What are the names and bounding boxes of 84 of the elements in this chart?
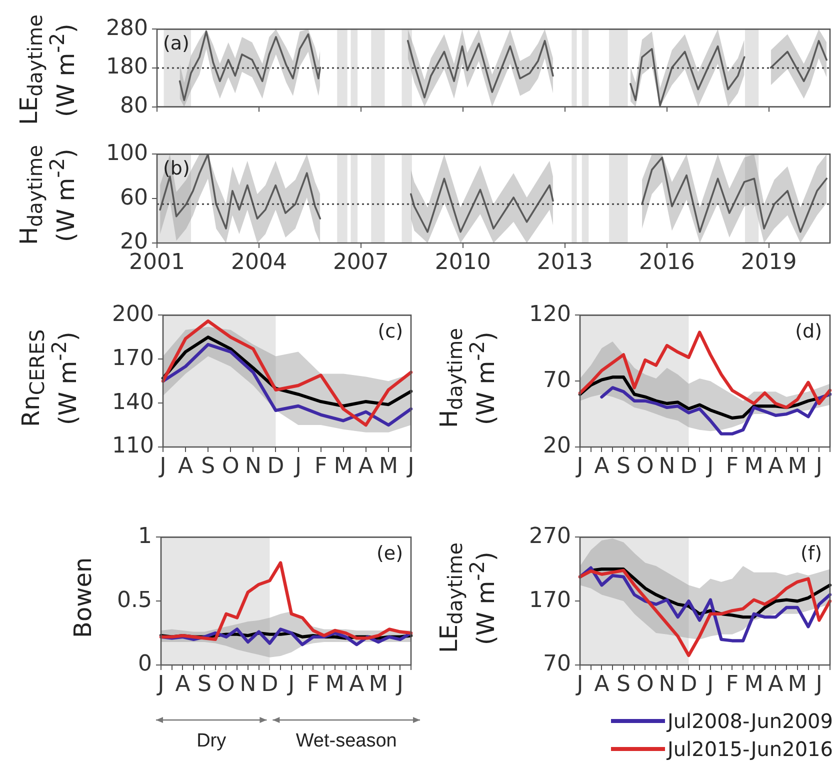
x-tick-label: A <box>768 672 784 697</box>
x-tick-label: A <box>594 672 610 697</box>
x-tick-label: J <box>293 454 302 479</box>
x-tick-label: J <box>705 672 714 697</box>
annotation: (a) <box>163 32 190 55</box>
x-tick-label: 2016 <box>638 250 695 275</box>
x-tick-label: J <box>158 454 166 479</box>
annotation: (d) <box>795 320 822 343</box>
x-tick-label: O <box>218 672 235 697</box>
x-tick-label: 2007 <box>332 250 389 275</box>
y-tick-label: 20 <box>543 434 571 459</box>
y-tick-label: 60 <box>120 185 148 210</box>
text: Wet-season <box>296 730 397 752</box>
x-tick-label: J <box>814 454 822 479</box>
x-tick-label: D <box>680 672 698 697</box>
x-tick-label: S <box>616 672 630 697</box>
x-tick-label: O <box>222 454 240 479</box>
x-tick-label: J <box>394 672 404 697</box>
y-tick-label: 0 <box>138 652 152 677</box>
x-tick-label: A <box>349 672 364 697</box>
x-tick-label: M <box>788 454 807 479</box>
annotation: (b) <box>163 158 190 180</box>
x-tick-label: N <box>244 454 262 479</box>
x-tick-label: M <box>744 454 764 479</box>
y-tick-label: 1 <box>138 524 152 549</box>
x-tick-label: D <box>261 672 278 697</box>
y-tick-label: 280 <box>106 16 148 41</box>
x-tick-label: 2013 <box>536 250 593 275</box>
x-tick-label: A <box>175 672 190 697</box>
x-tick-label: J <box>574 672 584 697</box>
annotation: (e) <box>376 542 403 565</box>
x-tick-label: A <box>358 454 374 479</box>
x-tick-label: F <box>306 672 320 697</box>
x-tick-label: F <box>726 454 738 479</box>
annotation: (c) <box>378 320 403 343</box>
x-tick-label: 2010 <box>434 250 491 275</box>
text: Dry <box>196 730 227 752</box>
y-tick-label: 170 <box>112 346 154 371</box>
y-tick-label: 180 <box>106 54 148 80</box>
x-tick-label: J <box>814 672 822 697</box>
x-tick-label: M <box>368 672 388 697</box>
legend-label: Jul2015-Jun2016 <box>667 737 833 761</box>
x-tick-label: N <box>658 454 676 479</box>
y-tick-label: 0.5 <box>117 588 152 613</box>
x-tick-label: 2019 <box>740 250 797 275</box>
y-tick-label: 80 <box>120 94 148 119</box>
legend-label: Jul2008-Jun2009 <box>667 709 833 733</box>
x-tick-label: M <box>788 672 807 697</box>
annotation: (f) <box>800 542 822 565</box>
x-tick-label: S <box>201 454 216 479</box>
x-tick-label: M <box>334 454 353 479</box>
x-tick-label: J <box>156 672 164 697</box>
y-tick-label: 170 <box>529 588 571 613</box>
x-tick-label: J <box>574 454 584 479</box>
y-tick-label: 100 <box>106 140 148 166</box>
x-tick-label: S <box>197 672 212 697</box>
x-tick-label: 2004 <box>230 250 287 275</box>
x-tick-label: J <box>406 454 414 479</box>
x-tick-label: S <box>616 454 630 479</box>
y-tick-label: 200 <box>112 302 154 327</box>
x-tick-label: O <box>636 454 654 479</box>
x-tick-label: F <box>726 672 738 697</box>
x-tick-label: M <box>744 672 764 697</box>
x-tick-label: F <box>314 454 328 479</box>
x-tick-label: O <box>636 672 654 697</box>
y-axis-title: Bowen <box>69 556 97 640</box>
x-tick-label: A <box>594 454 610 479</box>
y-tick-label: 70 <box>543 368 571 393</box>
x-tick-label: A <box>768 454 784 479</box>
x-tick-label: J <box>286 672 295 697</box>
y-tick-label: 140 <box>112 390 154 415</box>
x-tick-label: J <box>705 454 714 479</box>
x-tick-label: N <box>240 672 256 697</box>
x-tick-label: D <box>680 454 698 479</box>
x-tick-label: D <box>267 454 284 479</box>
x-tick-label: M <box>325 672 344 697</box>
y-tick-label: 120 <box>529 302 571 327</box>
x-tick-label: N <box>658 672 676 697</box>
x-tick-label: M <box>378 454 398 479</box>
y-tick-label: 270 <box>529 524 571 549</box>
x-tick-label: A <box>178 454 194 479</box>
x-tick-label: 2001 <box>129 250 185 275</box>
y-tick-label: 110 <box>112 434 154 459</box>
y-tick-label: 70 <box>543 652 571 677</box>
